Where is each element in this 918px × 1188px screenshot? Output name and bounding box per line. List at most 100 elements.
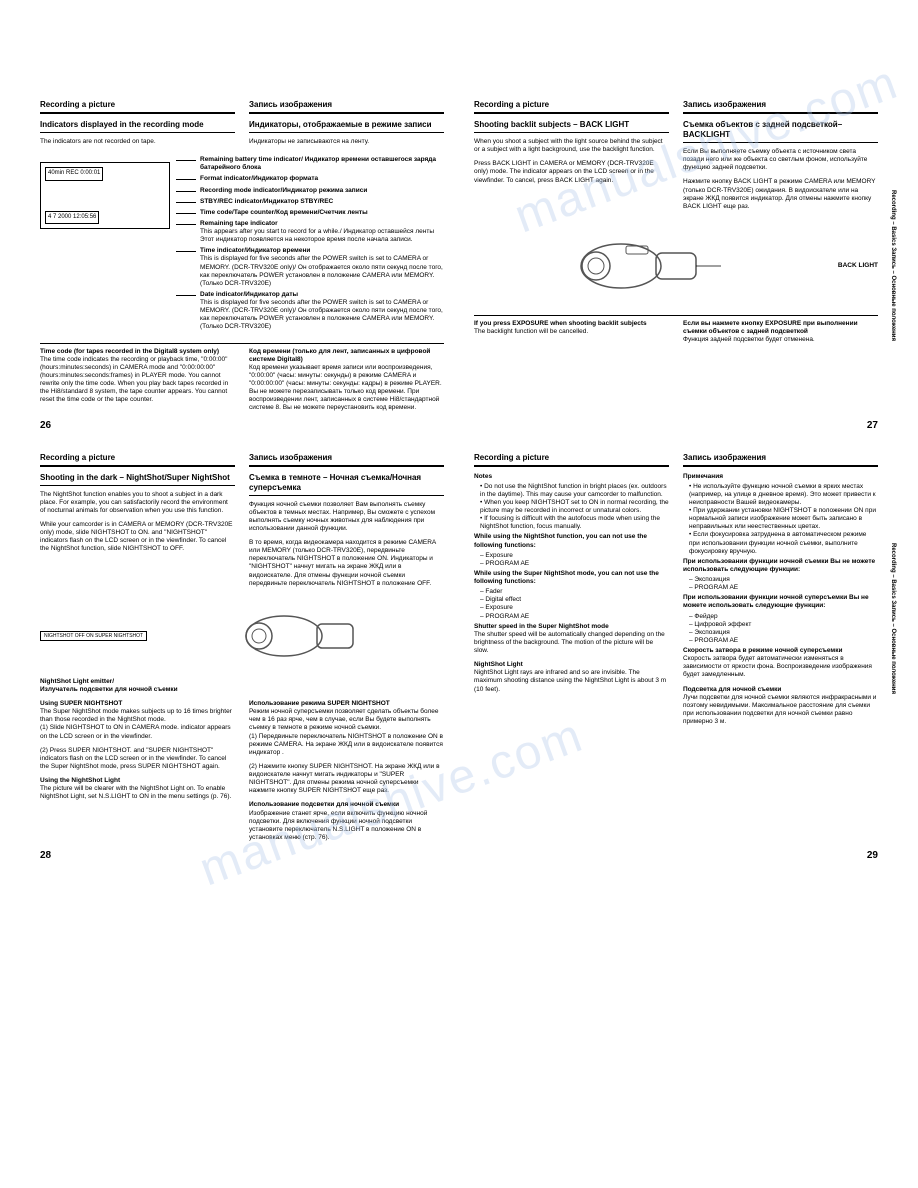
ss-body-ru: Скорость затвора будет автоматически изм… [683, 655, 878, 679]
page-number: 29 [867, 850, 878, 863]
intro-ru: Индикаторы не записываются на ленту. [249, 138, 444, 146]
emitter-label-ru: Излучатель подсветки для ночной съемки [40, 686, 178, 693]
nl-heading-en: Using the NightShot Light [40, 777, 235, 785]
en-para1: The NightShot function enables you to sh… [40, 491, 235, 515]
wns-list-ru: Экспозиция PROGRAM AE [683, 576, 878, 592]
tc-body-en: The time code indicates the recording or… [40, 356, 235, 405]
tc-heading-ru: Код времени (только для лент, записанных… [249, 348, 444, 364]
list-item: Экспозиция [689, 576, 878, 584]
nightshot-switch-label: NIGHTSHOT OFF ON SUPER NIGHTSHOT [40, 631, 147, 641]
timecode-section: Time code (for tapes recorded in the Dig… [40, 343, 444, 413]
header-en: Recording a picture [474, 453, 669, 467]
en-para2: Press BACK LIGHT in CAMERA or MEMORY (DC… [474, 160, 669, 184]
sn-body-en: The Super NightShot mode makes subjects … [40, 708, 235, 724]
subheader-en: Indicators displayed in the recording mo… [40, 120, 235, 133]
nl-body-en: The picture will be clearer with the Nig… [40, 785, 235, 801]
list-item: Do not use the NightShot function in bri… [480, 483, 669, 499]
side-tab: Recording – Basics Запись – Основные пол… [889, 190, 897, 341]
list-item: Цифровой эффект [689, 621, 878, 629]
callout-0-title: Remaining battery time indicator/ Индика… [200, 156, 436, 171]
intro-en: The indicators are not recorded on tape. [40, 138, 235, 146]
sn-step1-ru: (1) Передвиньте переключатель NIGHTSHOT … [249, 733, 444, 757]
callouts-block: Remaining battery time indicator/ Индика… [176, 156, 444, 334]
sn-step2-ru: (2) Нажмите кнопку SUPER NIGHTSHOT. На э… [249, 763, 444, 796]
tc-heading-en: Time code (for tapes recorded in the Dig… [40, 348, 235, 356]
page-28: manualshive.com Recording a picture Shoo… [40, 453, 444, 843]
nl-body-ru: Изображение станет ярче, если включить ф… [249, 810, 444, 843]
list-item: PROGRAM AE [480, 560, 669, 568]
wns-heading-ru: При использовании функции ночной съемки … [683, 558, 878, 574]
sn-heading-en: Using SUPER NIGHTSHOT [40, 700, 235, 708]
subheader-ru: Индикаторы, отображаемые в режиме записи [249, 120, 444, 133]
callout-5-desc: This appears after you start to record f… [200, 228, 434, 243]
list-item: Фейдер [689, 613, 878, 621]
camcorder-illustration [571, 231, 731, 301]
nsl-body-ru: Лучи подсветки для ночной съемки являютс… [683, 694, 878, 727]
lcd-top-line: 40min REC 0:00:01 [45, 167, 103, 181]
list-item: PROGRAM AE [689, 637, 878, 645]
col-ru: Запись изображения Индикаторы, отображае… [249, 100, 444, 152]
sn-body-ru: Режим ночной суперсъемки позволяет сдела… [249, 708, 444, 732]
sn-step2-en: (2) Press SUPER NIGHTSHOT. and "SUPER NI… [40, 747, 235, 771]
list-item: Если фокусировка затруднена в автоматиче… [689, 531, 878, 555]
ss-heading-ru: Скорость затвора в режиме ночной суперсъ… [683, 647, 878, 655]
list-item: Не используйте функцию ночной съемки в я… [689, 483, 878, 507]
en-para1: When you shoot a subject with the light … [474, 138, 669, 154]
subheader-ru: Съемка объектов с задней подсветкой– BAC… [683, 120, 878, 143]
nsl-heading-ru: Подсветка для ночной съемки [683, 686, 878, 694]
ru-para1: Функция ночной съемки позволяет Вам выпо… [249, 501, 444, 534]
nsl-body-en: NightShot Light rays are infrared and so… [474, 669, 669, 693]
wsn-heading-ru: При использовании функции ночной суперсъ… [683, 594, 878, 610]
list-item: Fader [480, 588, 669, 596]
callout-7-title: Date indicator/Индикатор даты [200, 291, 298, 298]
list-item: When you keep NIGHTSHOT set to ON in nor… [480, 499, 669, 515]
ss-body-en: The shutter speed will be automatically … [474, 631, 669, 655]
header-ru: Запись изображения [249, 453, 444, 467]
list-item: Digital effect [480, 596, 669, 604]
header-en: Recording a picture [40, 453, 235, 467]
exposure-heading-en: If you press EXPOSURE when shooting back… [474, 320, 669, 328]
backlight-label: BACK LIGHT [838, 262, 878, 270]
tc-body-ru: Код времени указывает время записи или в… [249, 364, 444, 413]
exposure-body-ru: Функция задней подсветки будет отменена. [683, 336, 878, 344]
header-en: Recording a picture [474, 100, 669, 114]
sn-heading-ru: Использование режима SUPER NIGHTSHOT [249, 700, 444, 708]
camcorder-illustration [229, 606, 369, 666]
side-tab: Recording – Basics Запись – Основные пол… [889, 543, 897, 694]
callout-4-title: Time code/Tape counter/Код времени/Счетч… [200, 209, 368, 216]
subheader-ru: Съемка в темноте – Ночная съемка/Ночная … [249, 473, 444, 496]
header-ru: Запись изображения [683, 100, 878, 114]
wns-list-en: Exposure PROGRAM AE [474, 552, 669, 568]
notes-heading-en: Notes [474, 473, 669, 481]
notes-list-ru: Не используйте функцию ночной съемки в я… [683, 483, 878, 556]
notes-list-en: Do not use the NightShot function in bri… [474, 483, 669, 532]
list-item: PROGRAM AE [480, 613, 669, 621]
list-item: Exposure [480, 604, 669, 612]
page-number: 27 [867, 420, 878, 433]
list-item: При удержании установки NIGHTSHOT в поло… [689, 507, 878, 531]
list-item: PROGRAM AE [689, 584, 878, 592]
callout-6-title: Time indicator/Индикатор времени [200, 247, 310, 254]
callout-6-desc: This is displayed for five seconds after… [200, 255, 443, 286]
page-27: manualshive.com Recording – Basics Запис… [474, 100, 878, 413]
lcd-diagram: 40min REC 0:00:01 4 7 2000 12:05:56 [40, 156, 170, 334]
header-ru: Запись изображения [249, 100, 444, 114]
header-ru: Запись изображения [683, 453, 878, 467]
wsn-heading-en: While using the Super NightShot mode, yo… [474, 570, 669, 586]
callout-7-desc: This is displayed for five seconds after… [200, 299, 443, 330]
page-26: Recording a picture Indicators displayed… [40, 100, 444, 413]
notes-heading-ru: Примечания [683, 473, 878, 481]
ss-heading-en: Shutter speed in the Super NightShot mod… [474, 623, 669, 631]
ru-para2: В то время, когда видеокамера находится … [249, 539, 444, 588]
ru-para1: Если Вы выполняете съемку объекта с исто… [683, 148, 878, 172]
callout-1-title: Format indicator/Индикатор формата [200, 175, 318, 182]
nl-heading-ru: Использование подсветки для ночной съемк… [249, 801, 444, 809]
callout-5-title: Remaining tape indicator [200, 220, 278, 227]
wsn-list-en: Fader Digital effect Exposure PROGRAM AE [474, 588, 669, 621]
list-item: Экспозиция [689, 629, 878, 637]
wsn-list-ru: Фейдер Цифровой эффект Экспозиция PROGRA… [683, 613, 878, 646]
page-number: 26 [40, 420, 51, 433]
ru-para2: Нажмите кнопку BACK LIGHT в режиме CAMER… [683, 178, 878, 211]
emitter-label-en: NightShot Light emitter/ [40, 678, 114, 685]
page-29: Recording – Basics Запись – Основные пол… [474, 453, 878, 843]
